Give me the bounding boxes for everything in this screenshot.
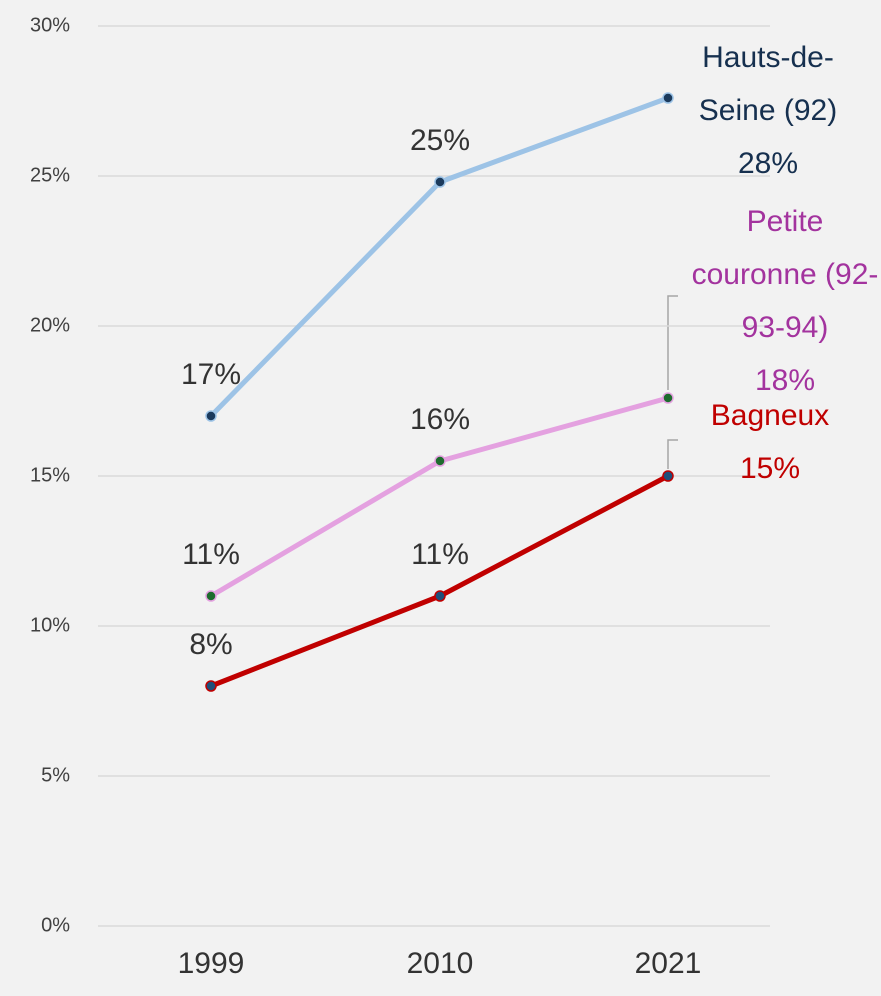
leader-line (667, 439, 678, 469)
end-value-label: 28% (737, 147, 799, 180)
y-tick-label: 10% (30, 614, 70, 636)
marker (205, 680, 217, 692)
x-tick-label: 2021 (635, 947, 702, 980)
y-tick-label: 25% (30, 164, 70, 186)
marker (205, 590, 217, 602)
y-tick-label: 30% (30, 14, 70, 36)
marker (662, 470, 674, 482)
series-name: Bagneux (710, 399, 830, 432)
series-line (210, 473, 670, 689)
marker (662, 392, 674, 404)
marker (434, 176, 446, 188)
series-label: Bagneux 15% (670, 389, 870, 495)
y-tick-label: 20% (30, 314, 70, 336)
x-tick-label: 1999 (178, 947, 245, 980)
leader-line (667, 295, 678, 390)
marker (434, 590, 446, 602)
data-label: 11% (182, 538, 240, 571)
y-tick-label: 15% (30, 464, 70, 486)
end-value-label: 18% (754, 364, 816, 397)
y-tick-label: 0% (41, 914, 70, 936)
end-value-label: 15% (739, 452, 801, 485)
series-name: Hauts-de-Seine (92) (698, 41, 838, 127)
series-name: Petite couronne (92-93-94) (691, 205, 879, 344)
marker (434, 455, 446, 467)
grid (98, 25, 770, 927)
marker (662, 92, 674, 104)
data-label: 11% (411, 538, 469, 571)
data-label: 25% (410, 124, 470, 157)
x-tick-label: 2010 (407, 947, 474, 980)
marker (205, 410, 217, 422)
data-label: 17% (181, 358, 241, 391)
data-label: 8% (189, 628, 232, 661)
y-tick-label: 5% (41, 764, 70, 786)
data-label: 16% (410, 403, 470, 436)
series-label: Hauts-de-Seine (92) 28% (673, 31, 863, 190)
series-label: Petite couronne (92-93-94) 18% (685, 195, 881, 407)
